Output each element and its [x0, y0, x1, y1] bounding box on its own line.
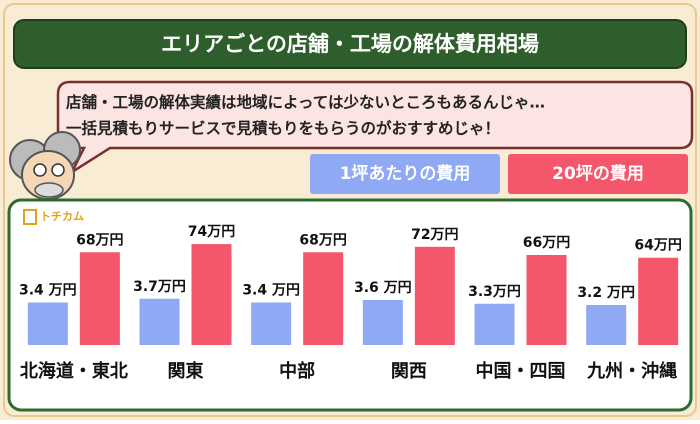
x-tick-label: 関西	[391, 361, 427, 382]
bar	[362, 300, 403, 345]
value-label: 3.3万円	[468, 284, 521, 300]
value-label: 3.6 万円	[354, 280, 412, 296]
bar	[251, 302, 292, 345]
bar	[139, 298, 180, 345]
speech-bubble	[56, 80, 694, 176]
bar	[586, 305, 627, 345]
value-label: 3.4 万円	[242, 283, 300, 299]
x-tick-label: 中国・四国	[476, 360, 566, 382]
x-tick-label: 関東	[168, 360, 204, 382]
value-label: 66万円	[523, 235, 570, 251]
value-label: 68万円	[299, 232, 346, 248]
bubble-text: 一括見積もりサービスで見積もりをもらうのがおすすめじゃ！	[66, 119, 500, 138]
bar	[474, 303, 515, 345]
bar	[27, 302, 68, 345]
value-label: 74万円	[188, 224, 235, 240]
chart-panel	[7, 198, 693, 412]
chart-title: エリアごとの店舗・工場の解体費用相場	[161, 32, 539, 56]
character	[9, 131, 81, 200]
value-label: 3.2 万円	[577, 285, 635, 301]
bar	[414, 246, 455, 345]
bar	[303, 252, 344, 345]
bar	[526, 255, 567, 345]
legend-label: 1坪あたりの費用	[340, 163, 471, 184]
logo-icon	[23, 209, 37, 225]
value-label: 3.4 万円	[19, 283, 77, 299]
value-label: 64万円	[634, 238, 681, 254]
legend-swatch	[310, 154, 500, 194]
bar	[638, 257, 679, 345]
value-label: 3.7万円	[133, 279, 186, 295]
bubble-text: 店舗・工場の解体実績は地域によっては少ないところもあるんじゃ…	[66, 93, 545, 112]
frame	[3, 3, 697, 417]
value-label: 72万円	[411, 227, 458, 243]
legend-swatch	[508, 154, 688, 194]
title-banner	[13, 19, 687, 69]
x-tick-label: 中部	[279, 360, 315, 382]
x-tick-label: 九州・沖縄	[586, 360, 677, 382]
legend-label: 20坪の費用	[552, 163, 644, 184]
bar	[191, 244, 232, 345]
value-label: 68万円	[76, 232, 123, 248]
x-tick-label: 北海道・東北	[20, 360, 128, 382]
logo: トチカム	[40, 210, 84, 223]
bar	[79, 252, 120, 345]
